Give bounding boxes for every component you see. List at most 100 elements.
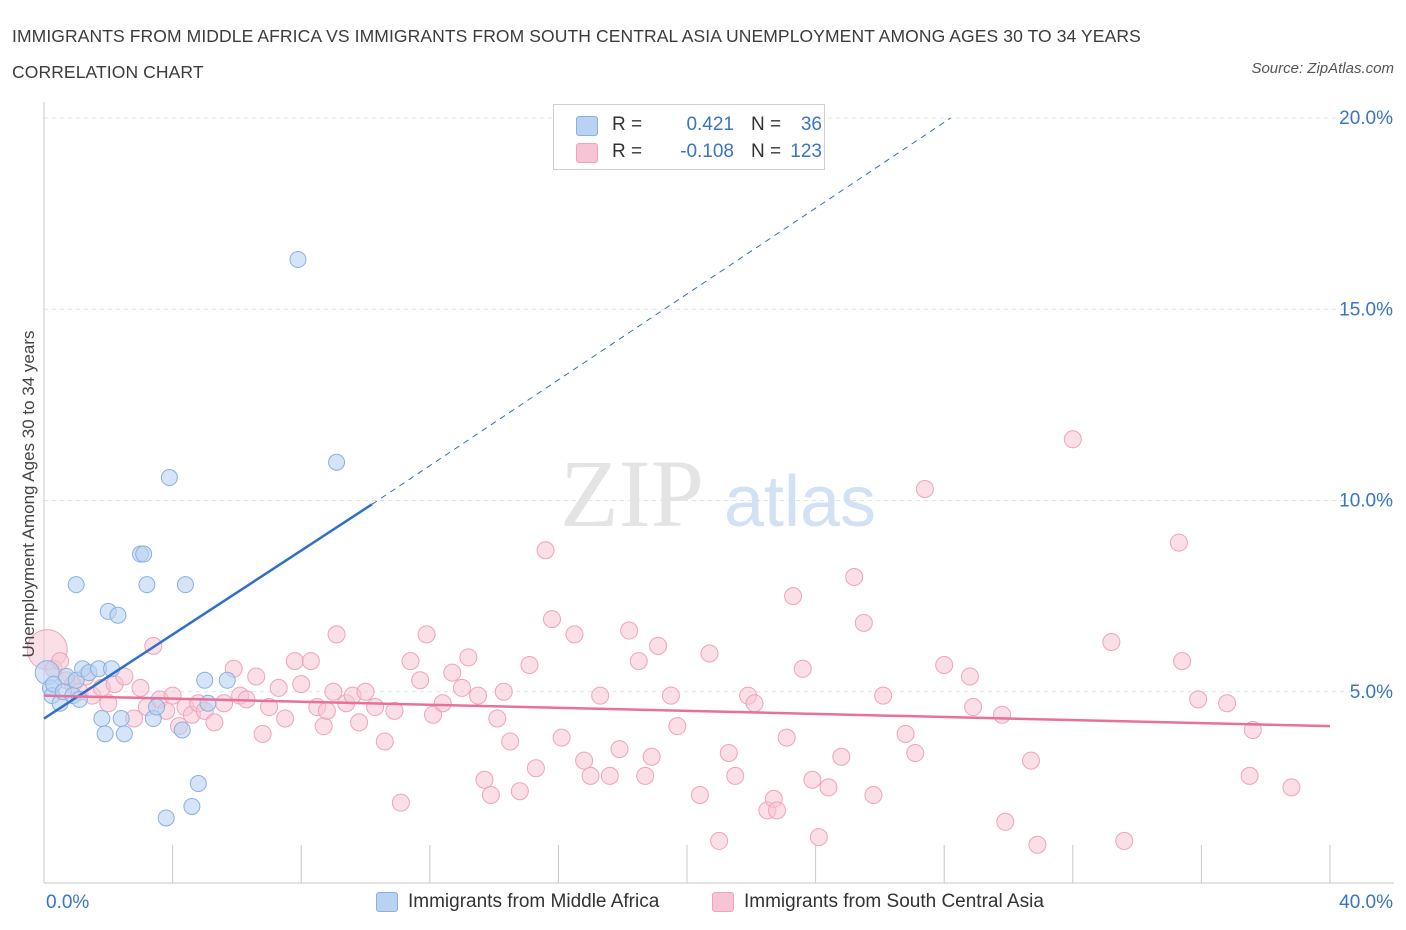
data-point-middle-africa bbox=[176, 576, 194, 594]
watermark-zip: ZIP bbox=[560, 440, 704, 547]
data-point-south-central-asia bbox=[809, 828, 828, 847]
data-point-middle-africa bbox=[112, 710, 130, 728]
data-point-south-central-asia bbox=[1169, 533, 1188, 552]
data-point-south-central-asia bbox=[488, 709, 507, 728]
data-point-south-central-asia bbox=[745, 694, 764, 713]
bottom-legend-label: Immigrants from Middle Africa bbox=[408, 891, 660, 912]
data-point-south-central-asia bbox=[610, 740, 629, 759]
data-point-south-central-asia bbox=[99, 694, 118, 713]
data-point-south-central-asia bbox=[366, 698, 385, 717]
data-point-south-central-asia bbox=[481, 786, 500, 805]
data-point-south-central-asia bbox=[285, 652, 304, 671]
axes-layer bbox=[43, 102, 1394, 884]
data-point-south-central-asia bbox=[896, 724, 915, 743]
legend-r-value: -0.108 bbox=[680, 141, 734, 162]
data-point-south-central-asia bbox=[411, 671, 430, 690]
data-point-south-central-asia bbox=[636, 766, 655, 785]
data-point-middle-africa bbox=[67, 576, 85, 594]
data-point-south-central-asia bbox=[269, 678, 288, 697]
data-point-middle-africa bbox=[138, 576, 156, 594]
data-point-south-central-asia bbox=[915, 480, 934, 499]
data-point-south-central-asia bbox=[526, 759, 545, 778]
data-point-south-central-asia bbox=[247, 667, 266, 686]
bottom-legend-swatch-pink bbox=[712, 892, 734, 912]
legend-swatch-pink bbox=[576, 143, 598, 163]
data-point-south-central-asia bbox=[292, 675, 311, 694]
data-point-south-central-asia bbox=[777, 728, 796, 747]
data-point-south-central-asia bbox=[205, 713, 224, 732]
data-point-south-central-asia bbox=[350, 713, 369, 732]
data-point-south-central-asia bbox=[629, 652, 648, 671]
data-point-south-central-asia bbox=[690, 786, 709, 805]
data-point-south-central-asia bbox=[642, 747, 661, 766]
data-point-south-central-asia bbox=[520, 655, 539, 674]
data-point-south-central-asia bbox=[591, 686, 610, 705]
data-point-middle-africa bbox=[328, 453, 346, 471]
data-point-south-central-asia bbox=[906, 743, 925, 762]
data-point-south-central-asia bbox=[1282, 778, 1301, 797]
data-point-south-central-asia bbox=[115, 667, 134, 686]
data-point-south-central-asia bbox=[1022, 751, 1041, 770]
data-point-south-central-asia bbox=[620, 621, 639, 640]
data-point-south-central-asia bbox=[1028, 835, 1047, 854]
data-point-south-central-asia bbox=[854, 613, 873, 632]
x-tick-label-min: 0.0% bbox=[46, 892, 89, 913]
data-point-middle-africa bbox=[173, 721, 191, 739]
data-point-south-central-asia bbox=[719, 743, 738, 762]
data-point-middle-africa bbox=[218, 671, 236, 689]
data-point-south-central-asia bbox=[996, 812, 1015, 831]
data-point-middle-africa bbox=[160, 469, 178, 487]
source-label: Source: ZipAtlas.com bbox=[1251, 60, 1394, 77]
data-point-south-central-asia bbox=[1240, 766, 1259, 785]
data-point-south-central-asia bbox=[803, 770, 822, 789]
data-point-middle-africa bbox=[183, 798, 201, 815]
data-point-south-central-asia bbox=[1189, 690, 1208, 709]
data-point-south-central-asia bbox=[424, 705, 443, 724]
data-point-south-central-asia bbox=[935, 655, 954, 674]
legend-r-value: 0.421 bbox=[686, 114, 734, 135]
data-point-south-central-asia bbox=[317, 701, 336, 720]
data-point-south-central-asia bbox=[793, 659, 812, 678]
data-point-middle-africa bbox=[96, 725, 114, 743]
data-point-middle-africa bbox=[189, 775, 207, 793]
data-point-middle-africa bbox=[289, 251, 307, 269]
data-point-south-central-asia bbox=[301, 652, 320, 671]
data-point-south-central-asia bbox=[417, 625, 436, 644]
data-point-south-central-asia bbox=[661, 686, 680, 705]
data-point-middle-africa bbox=[109, 606, 127, 624]
data-point-middle-africa bbox=[135, 545, 153, 563]
watermark-atlas: atlas bbox=[724, 462, 876, 542]
y-tick-label: 5.0% bbox=[1350, 682, 1393, 703]
data-point-middle-africa bbox=[148, 698, 166, 716]
data-point-south-central-asia bbox=[215, 694, 234, 713]
data-point-south-central-asia bbox=[1115, 831, 1134, 850]
legend-swatch-blue bbox=[576, 116, 598, 136]
data-point-south-central-asia bbox=[649, 636, 668, 655]
data-point-south-central-asia bbox=[668, 717, 687, 736]
data-point-south-central-asia bbox=[391, 793, 410, 812]
data-point-south-central-asia bbox=[819, 778, 838, 797]
trend-line-middle-africa-extension bbox=[371, 117, 951, 505]
bottom-legend-swatch-blue bbox=[376, 892, 398, 912]
data-point-south-central-asia bbox=[452, 678, 471, 697]
series-middle-africa bbox=[34, 251, 346, 827]
data-point-south-central-asia bbox=[459, 648, 478, 667]
data-point-south-central-asia bbox=[356, 682, 375, 701]
data-point-south-central-asia bbox=[710, 831, 729, 850]
data-point-middle-africa bbox=[196, 671, 214, 689]
data-point-middle-africa bbox=[115, 725, 133, 743]
data-point-south-central-asia bbox=[964, 698, 983, 717]
data-point-south-central-asia bbox=[385, 701, 404, 720]
data-point-south-central-asia bbox=[1173, 652, 1192, 671]
data-point-south-central-asia bbox=[469, 686, 488, 705]
data-point-south-central-asia bbox=[276, 709, 295, 728]
trend-line-south-central-asia bbox=[43, 694, 1331, 728]
data-point-south-central-asia bbox=[314, 717, 333, 736]
data-point-south-central-asia bbox=[874, 686, 893, 705]
y-tick-label: 15.0% bbox=[1339, 299, 1393, 320]
data-point-south-central-asia bbox=[832, 747, 851, 766]
data-point-middle-africa bbox=[157, 809, 175, 827]
data-point-south-central-asia bbox=[131, 678, 150, 697]
data-point-south-central-asia bbox=[768, 801, 787, 820]
